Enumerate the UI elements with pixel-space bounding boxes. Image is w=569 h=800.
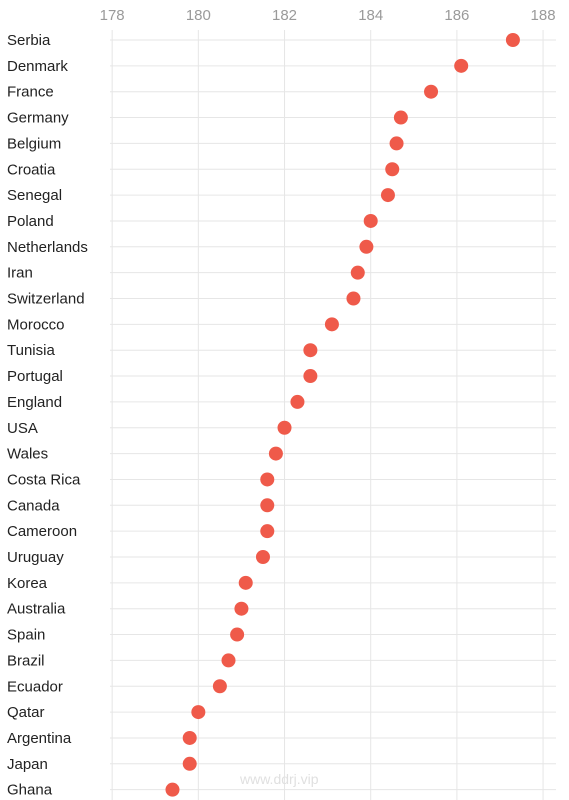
data-point xyxy=(380,188,395,203)
data-points xyxy=(165,33,520,797)
category-label: Wales xyxy=(7,446,48,463)
category-label: Uruguay xyxy=(7,549,64,566)
category-label: Portugal xyxy=(7,368,63,385)
data-point xyxy=(290,394,305,409)
x-tick-labels: 178 180 182 184 186 188 xyxy=(100,7,556,24)
category-label: Belgium xyxy=(7,135,61,152)
category-labels: Serbia Denmark France Germany Belgium Croatia… xyxy=(7,32,88,799)
data-point xyxy=(260,472,275,487)
category-label: Canada xyxy=(7,497,60,514)
data-point xyxy=(260,498,275,513)
x-tick-label: 184 xyxy=(358,7,383,24)
category-label: Costa Rica xyxy=(7,471,81,488)
category-label: Tunisia xyxy=(7,342,55,359)
data-point xyxy=(346,291,361,306)
data-point xyxy=(182,730,197,745)
data-point xyxy=(234,601,249,616)
data-point xyxy=(350,265,365,280)
data-point xyxy=(230,627,245,642)
category-label: Germany xyxy=(7,110,69,127)
data-point xyxy=(277,420,292,435)
x-tick-label: 182 xyxy=(272,7,297,24)
category-label: Korea xyxy=(7,575,48,592)
data-point xyxy=(260,524,275,539)
data-point xyxy=(454,58,469,73)
data-point xyxy=(165,782,180,797)
category-label: Ecuador xyxy=(7,678,63,695)
category-label: Cameroon xyxy=(7,523,77,540)
watermark-text: www.ddrj.vip xyxy=(239,771,319,787)
data-point xyxy=(359,239,374,254)
data-point xyxy=(182,756,197,771)
data-point xyxy=(385,162,400,177)
data-point xyxy=(191,705,206,720)
x-tick-label: 188 xyxy=(531,7,556,24)
x-tick-label: 180 xyxy=(186,7,211,24)
x-tick-label: 186 xyxy=(444,7,469,24)
category-label: France xyxy=(7,84,54,101)
category-label: Switzerland xyxy=(7,291,85,308)
data-point xyxy=(238,575,253,590)
category-label: Serbia xyxy=(7,32,51,49)
category-label: Spain xyxy=(7,627,45,644)
data-point xyxy=(303,369,318,384)
category-label: USA xyxy=(7,420,38,437)
data-point xyxy=(268,446,283,461)
grid-layer xyxy=(110,30,556,800)
category-label: Croatia xyxy=(7,161,56,178)
category-label: Netherlands xyxy=(7,239,88,256)
data-point xyxy=(424,84,439,99)
category-label: Brazil xyxy=(7,652,45,669)
data-point xyxy=(389,136,404,151)
category-label: Senegal xyxy=(7,187,62,204)
data-point xyxy=(393,110,408,125)
data-point xyxy=(303,343,318,358)
category-label: Denmark xyxy=(7,58,68,75)
data-point xyxy=(221,653,236,668)
category-label: Iran xyxy=(7,265,33,282)
data-point xyxy=(505,33,520,47)
category-label: Australia xyxy=(7,601,66,618)
category-label: Poland xyxy=(7,213,54,230)
category-label: England xyxy=(7,394,62,411)
category-label: Argentina xyxy=(7,730,72,747)
data-point xyxy=(255,550,270,564)
data-point xyxy=(212,679,227,694)
data-point xyxy=(324,317,339,332)
category-label: Morocco xyxy=(7,316,65,333)
category-label: Japan xyxy=(7,756,48,773)
data-point xyxy=(363,213,378,228)
category-label: Ghana xyxy=(7,782,53,799)
category-label: Qatar xyxy=(7,704,45,721)
x-tick-label: 178 xyxy=(100,7,125,24)
